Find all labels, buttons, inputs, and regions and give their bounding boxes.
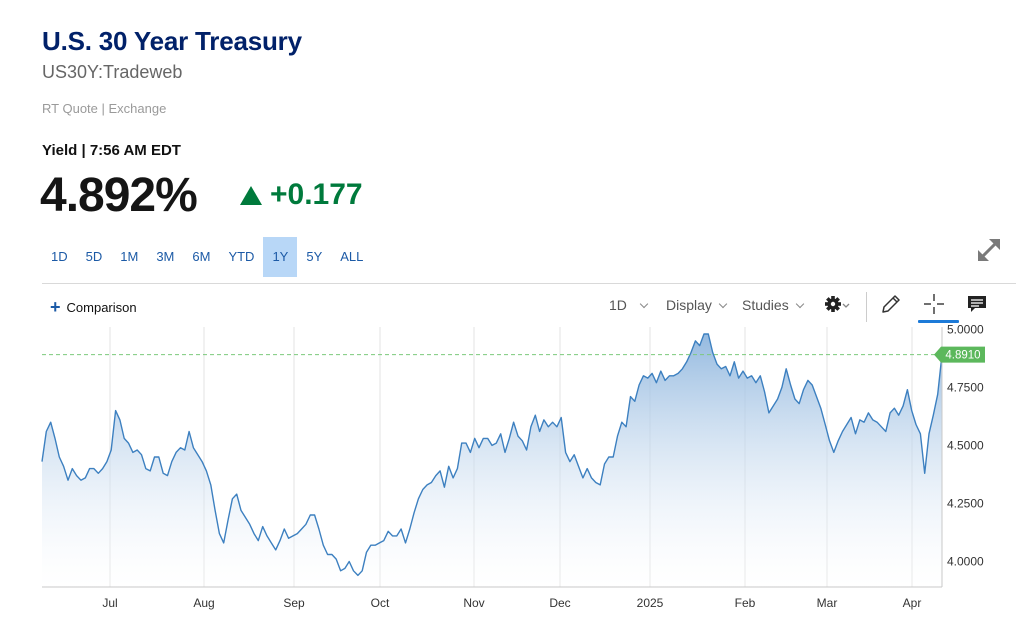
range-1m[interactable]: 1M: [120, 249, 139, 264]
range-5y[interactable]: 5Y: [306, 249, 323, 264]
y-tick-label: 4.5000: [947, 438, 984, 452]
comparison-label: Comparison: [66, 299, 137, 315]
quote-type-label: RT Quote | Exchange: [42, 101, 167, 116]
price-change: +0.177: [270, 178, 363, 211]
range-5d[interactable]: 5D: [85, 249, 103, 264]
crosshair-icon[interactable]: [923, 293, 945, 315]
studies-dropdown[interactable]: Studies: [742, 297, 804, 313]
y-tick-label: 5.0000: [947, 322, 984, 336]
gear-icon[interactable]: [824, 293, 854, 315]
interval-label: 1D: [609, 297, 627, 313]
y-tick-label: 4.2500: [947, 496, 984, 510]
x-tick-label: Mar: [817, 596, 838, 610]
yield-time-label: Yield | 7:56 AM EDT: [42, 142, 181, 159]
x-tick-label: Apr: [903, 596, 922, 610]
range-6m[interactable]: 6M: [192, 249, 211, 264]
pencil-icon[interactable]: [880, 293, 902, 315]
x-tick-label: Aug: [193, 596, 214, 610]
series-line: [41, 333, 943, 577]
y-tick-label: 4.7500: [947, 380, 984, 394]
expand-icon[interactable]: [975, 236, 1003, 264]
page-title: U.S. 30 Year Treasury: [42, 26, 302, 56]
divider: [42, 283, 1016, 284]
plus-icon: +: [50, 297, 61, 317]
x-tick-label: 2025: [637, 596, 664, 610]
symbol-label: US30Y:Tradeweb: [42, 62, 183, 82]
last-price-label: 4.8910: [945, 350, 980, 362]
series-area: [42, 334, 942, 587]
range-selector: 1D 5D 1M 3M 6M YTD 1Y 5Y ALL: [42, 237, 372, 277]
comparison-button[interactable]: + Comparison: [50, 297, 137, 317]
x-tick-label: Feb: [735, 596, 756, 610]
range-ytd[interactable]: YTD: [228, 249, 255, 264]
interval-dropdown[interactable]: 1D: [609, 297, 649, 313]
x-tick-label: Nov: [463, 596, 484, 610]
last-price-badge: [934, 346, 985, 363]
up-arrow-icon: [240, 186, 262, 205]
range-1d[interactable]: 1D: [51, 249, 68, 264]
studies-label: Studies: [742, 297, 789, 313]
x-tick-label: Sep: [283, 596, 305, 610]
x-tick-label: Oct: [371, 596, 390, 610]
comment-icon[interactable]: [966, 293, 988, 315]
toolbar-separator: [866, 292, 867, 322]
price-value: 4.892%: [40, 169, 198, 222]
range-1y[interactable]: 1Y: [263, 237, 298, 277]
x-tick-label: Jul: [102, 596, 117, 610]
crosshair-active-indicator: [918, 320, 959, 323]
range-3m[interactable]: 3M: [156, 249, 175, 264]
x-tick-label: Dec: [549, 596, 570, 610]
range-all[interactable]: ALL: [340, 249, 364, 264]
display-label: Display: [666, 297, 712, 313]
y-tick-label: 4.0000: [947, 554, 984, 568]
display-dropdown[interactable]: Display: [666, 297, 728, 313]
